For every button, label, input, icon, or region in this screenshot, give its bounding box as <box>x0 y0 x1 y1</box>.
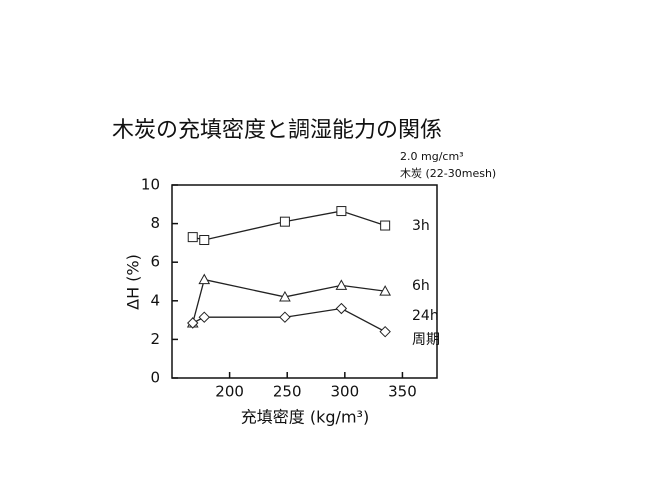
marker <box>380 220 391 231</box>
series-label: 24h <box>412 308 439 324</box>
marker <box>187 232 198 243</box>
x-tick-label: 200 <box>215 383 244 401</box>
series-label: 6h <box>412 278 430 294</box>
y-tick-label: 2 <box>150 330 160 348</box>
series-note: 周期 <box>412 332 440 348</box>
x-tick-label: 350 <box>388 383 417 401</box>
marker <box>335 302 348 315</box>
x-tick-label: 300 <box>331 383 360 401</box>
x-axis-label: 充填密度 (kg/m³) <box>241 408 369 427</box>
plot-frame <box>171 184 438 379</box>
marker <box>279 290 291 302</box>
annotation: 木炭 (22-30mesh) <box>400 167 496 180</box>
series-line <box>192 307 386 333</box>
series-label: 3h <box>412 218 430 234</box>
marker <box>336 206 347 217</box>
x-tick-label: 250 <box>273 383 302 401</box>
marker <box>198 311 210 323</box>
y-tick-label: 0 <box>150 369 160 387</box>
marker <box>279 216 290 227</box>
marker <box>335 279 348 290</box>
y-tick-label: 4 <box>150 291 160 309</box>
annotation: 2.0 mg/cm³ <box>400 150 464 163</box>
marker <box>187 317 199 329</box>
y-axis-label: ΔH (%) <box>124 254 143 310</box>
y-tick-label: 8 <box>150 214 160 232</box>
y-tick-label: 10 <box>141 176 160 194</box>
y-tick-label: 6 <box>150 253 160 271</box>
marker <box>379 285 392 296</box>
marker <box>379 325 391 338</box>
marker <box>198 273 211 285</box>
marker <box>199 235 210 246</box>
chart-title: 木炭の充填密度と調湿能力の関係 <box>112 118 442 143</box>
marker <box>279 311 291 323</box>
